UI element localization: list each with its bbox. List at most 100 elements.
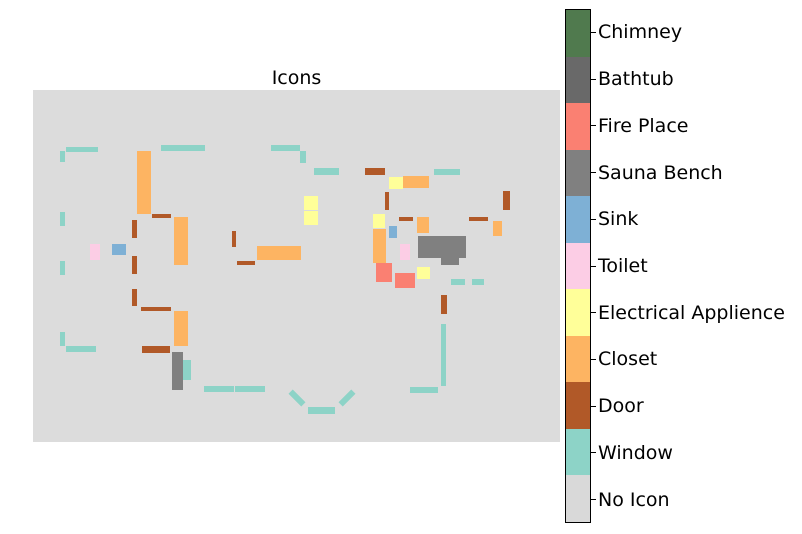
door-icon	[237, 261, 255, 265]
window-icon	[434, 169, 460, 175]
colorbar-tick	[591, 31, 596, 33]
colorbar-segment	[566, 335, 590, 383]
colorbar-label-row: Window	[591, 441, 673, 465]
colorbar-tick	[591, 78, 596, 80]
plot-title: Icons	[271, 67, 322, 89]
window-icon	[183, 360, 191, 380]
colorbar-tick	[591, 405, 596, 407]
colorbar-segment	[566, 428, 590, 476]
window-icon	[338, 389, 356, 407]
door-icon	[152, 214, 171, 218]
electrical-applience-icon	[417, 267, 430, 279]
window-icon	[472, 279, 484, 285]
door-icon	[399, 217, 413, 221]
colorbar-label-row: Bathtub	[591, 67, 674, 91]
window-icon	[161, 145, 205, 151]
window-icon	[66, 346, 96, 352]
window-icon	[60, 212, 65, 226]
door-icon	[385, 192, 389, 210]
window-icon	[60, 332, 65, 346]
closet-icon	[417, 217, 429, 233]
door-icon	[232, 231, 236, 247]
window-icon	[308, 407, 335, 414]
closet-icon	[403, 176, 429, 188]
toilet-icon	[400, 244, 410, 260]
window-icon	[288, 389, 306, 407]
colorbar-label-row: Fire Place	[591, 114, 688, 138]
closet-icon	[493, 221, 502, 236]
sauna-bench-icon	[441, 258, 459, 265]
colorbar-segment	[566, 10, 590, 57]
window-icon	[66, 147, 98, 152]
colorbar-label: Chimney	[598, 21, 683, 44]
colorbar-segment	[566, 196, 590, 243]
window-icon	[451, 279, 465, 285]
window-icon	[235, 386, 265, 392]
colorbar-label-row: Sink	[591, 207, 638, 231]
colorbar	[565, 9, 591, 523]
colorbar-label-row: Sauna Bench	[591, 161, 723, 185]
colorbar-segment	[566, 103, 590, 150]
colorbar-tick	[591, 172, 596, 174]
colorbar-label: Sink	[598, 208, 639, 231]
sauna-bench-icon	[172, 352, 183, 390]
door-icon	[132, 220, 137, 238]
sink-icon	[112, 244, 126, 255]
electrical-applience-icon	[373, 214, 385, 228]
toilet-icon	[90, 244, 100, 260]
colorbar-labels: Chimney Bathtub Fire Place Sauna Bench Sink T…	[591, 9, 802, 523]
electrical-applience-icon	[304, 196, 318, 210]
colorbar-tick	[591, 358, 596, 360]
colorbar-tick	[591, 499, 596, 501]
door-icon	[132, 289, 137, 306]
colorbar-label-row: Chimney	[591, 20, 682, 44]
window-icon	[441, 324, 446, 386]
colorbar-label: Window	[598, 441, 673, 464]
door-icon	[469, 217, 488, 221]
window-icon	[60, 261, 65, 275]
colorbar-segment	[566, 475, 590, 523]
window-icon	[314, 168, 339, 175]
window-icon	[410, 387, 438, 393]
window-icon	[271, 145, 300, 151]
colorbar-label: Electrical Applience	[598, 301, 785, 324]
window-icon	[60, 151, 65, 162]
door-icon	[141, 307, 171, 311]
sauna-bench-icon	[418, 236, 466, 258]
closet-icon	[137, 151, 151, 214]
colorbar-tick	[591, 312, 596, 314]
colorbar-tick	[591, 452, 596, 454]
fire-place-icon	[395, 273, 415, 288]
colorbar-label: Sauna Bench	[598, 161, 723, 184]
colorbar-label: Door	[598, 395, 644, 418]
colorbar-label-row: Closet	[591, 347, 657, 371]
colorbar-label: Toilet	[598, 255, 648, 277]
colorbar-label-row: Electrical Applience	[591, 301, 785, 325]
colorbar-label: Bathtub	[598, 68, 674, 91]
colorbar-tick	[591, 125, 596, 127]
closet-icon	[174, 217, 188, 265]
door-icon	[441, 295, 447, 314]
fire-place-icon	[376, 263, 392, 282]
door-icon	[132, 256, 137, 274]
colorbar-segment	[566, 56, 590, 104]
colorbar-label-row: No Icon	[591, 488, 670, 512]
colorbar-segment	[566, 289, 590, 336]
floorplan-icon-map	[33, 90, 560, 442]
closet-icon	[257, 246, 301, 260]
colorbar-segment	[566, 382, 590, 429]
colorbar-segment	[566, 149, 590, 197]
colorbar-tick	[591, 218, 596, 220]
colorbar-label: Closet	[598, 348, 658, 371]
window-icon	[300, 151, 306, 163]
colorbar-label: Fire Place	[598, 114, 689, 137]
sink-icon	[389, 226, 397, 238]
window-icon	[204, 386, 234, 392]
colorbar-label-row: Door	[591, 394, 644, 418]
electrical-applience-icon	[304, 211, 318, 225]
colorbar-label-row: Toilet	[591, 254, 648, 278]
door-icon	[142, 346, 170, 353]
door-icon	[365, 168, 385, 175]
closet-icon	[373, 229, 386, 263]
colorbar-label: No Icon	[598, 488, 670, 511]
